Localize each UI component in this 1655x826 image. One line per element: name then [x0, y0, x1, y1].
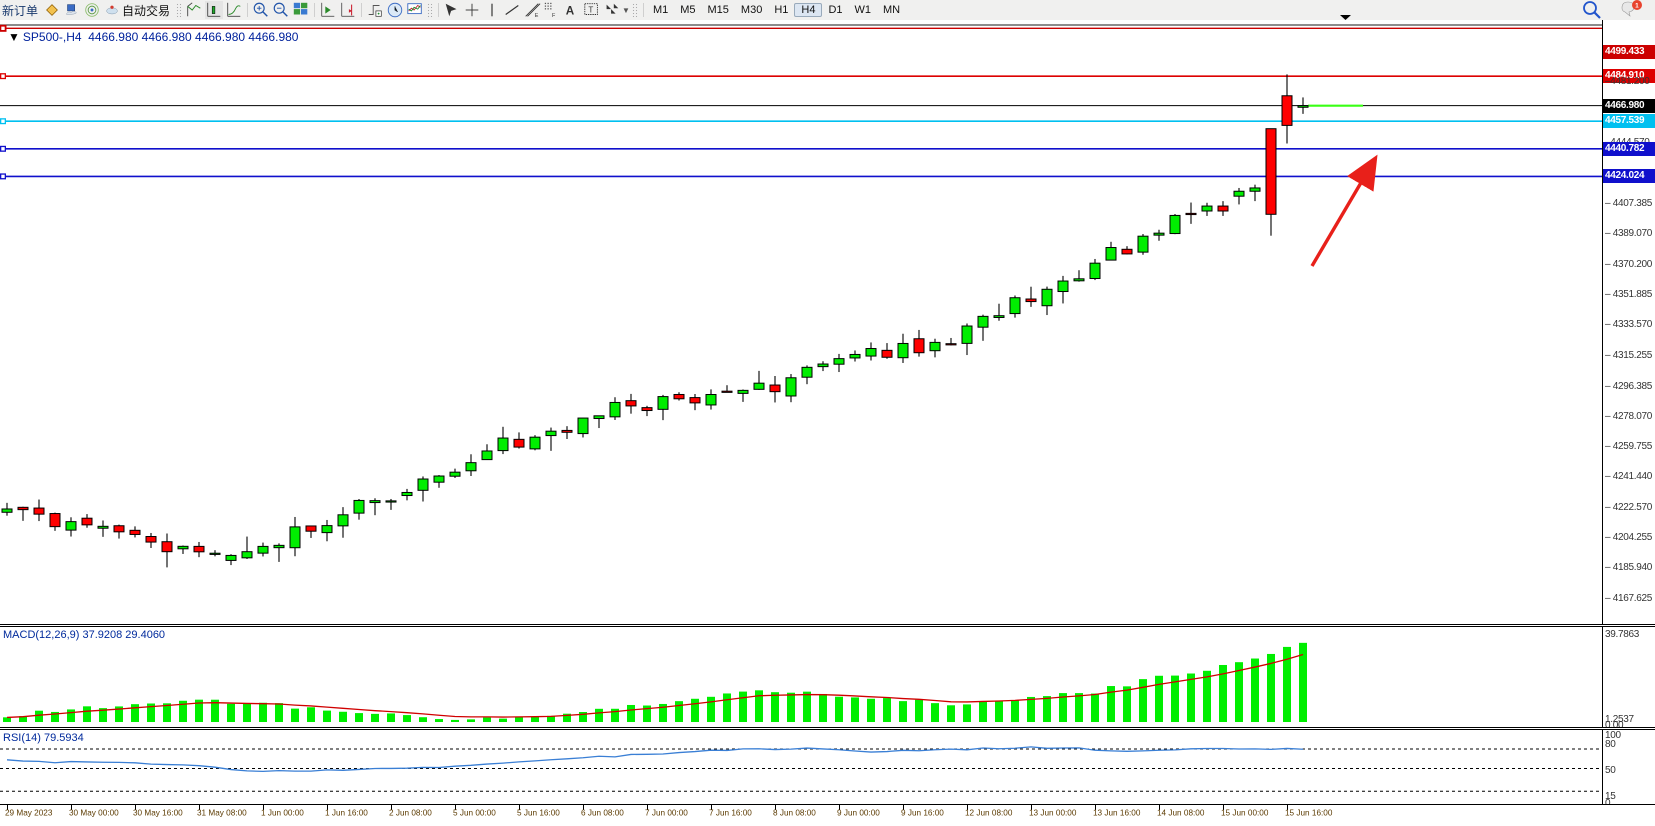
svg-text:T: T — [588, 6, 593, 15]
svg-text:1: 1 — [1635, 2, 1639, 9]
